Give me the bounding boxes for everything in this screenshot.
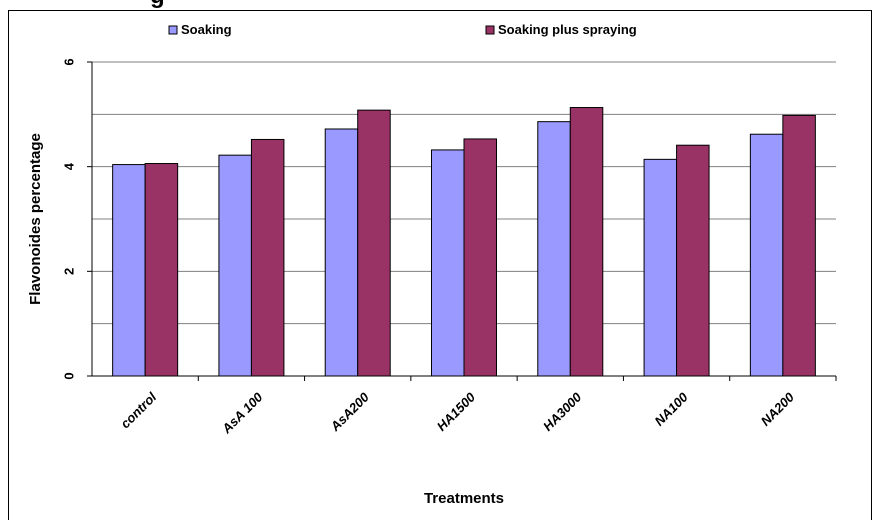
y-tick-label: 4 bbox=[61, 162, 76, 170]
bar-soaking bbox=[324, 128, 359, 377]
legend-swatch bbox=[485, 25, 495, 35]
x-tick-label: NA100 bbox=[651, 389, 691, 429]
bar-soaking bbox=[431, 149, 465, 377]
bar-soaking-plus-spraying bbox=[569, 107, 604, 377]
bar-soaking-plus-spraying bbox=[463, 138, 497, 377]
bars bbox=[112, 107, 816, 377]
bar-soaking bbox=[749, 133, 784, 377]
bar-soaking-plus-spraying bbox=[250, 138, 285, 377]
bar-soaking bbox=[643, 158, 678, 377]
axes bbox=[91, 62, 836, 377]
legend-label: Soaking bbox=[181, 22, 232, 37]
x-axis-title: Treatments bbox=[424, 490, 504, 507]
y-tick-label: 2 bbox=[61, 268, 76, 275]
bar-soaking bbox=[537, 121, 571, 377]
x-tick-label: NA200 bbox=[758, 389, 798, 429]
y-tick-label: 0 bbox=[61, 372, 76, 379]
legend-label: Soaking plus spraying bbox=[498, 22, 637, 37]
bar-soaking bbox=[218, 154, 252, 377]
bar-soaking-plus-spraying bbox=[357, 109, 391, 377]
y-tick-label: 6 bbox=[61, 58, 76, 65]
x-tick-labels: control AsA 100 AsA200 HA1500 HA3000 NA100 NA2… bbox=[118, 376, 837, 437]
x-tick-label: HA3000 bbox=[540, 389, 585, 434]
bar-soaking bbox=[112, 164, 146, 377]
legend-swatch bbox=[168, 25, 178, 35]
x-tick-label: control bbox=[118, 389, 160, 431]
chart-title-fragment: g bbox=[150, 0, 165, 10]
x-tick-label: HA1500 bbox=[434, 389, 479, 434]
y-axis-title: Flavonoides percentage bbox=[27, 133, 44, 305]
chart-frame bbox=[8, 10, 872, 520]
x-tick-label: AsA200 bbox=[327, 389, 373, 435]
bar-soaking-plus-spraying bbox=[782, 114, 816, 377]
y-tick-labels: 0 2 4 6 bbox=[61, 58, 92, 380]
legend: Soaking Soaking plus spraying bbox=[168, 22, 637, 37]
bar-soaking-plus-spraying bbox=[676, 144, 710, 377]
gridlines bbox=[92, 61, 836, 325]
bar-soaking-plus-spraying bbox=[144, 163, 179, 377]
x-tick-label: AsA 100 bbox=[218, 389, 266, 437]
